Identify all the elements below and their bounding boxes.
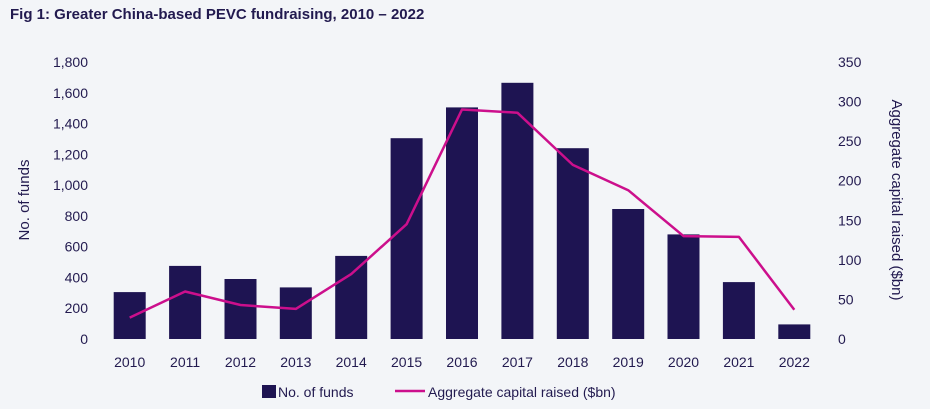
legend-label-funds: No. of funds (278, 384, 354, 400)
x-tick-label: 2011 (170, 354, 200, 370)
y2-tick-label: 50 (838, 291, 854, 307)
legend-swatch-funds (262, 385, 276, 398)
x-tick-label: 2018 (557, 354, 588, 370)
bar-2013 (279, 287, 312, 339)
y2-tick-label: 100 (838, 252, 862, 268)
x-tick-label: 2015 (391, 354, 422, 370)
chart-title: Fig 1: Greater China-based PEVC fundrais… (10, 6, 425, 23)
x-tick-label: 2013 (280, 354, 311, 370)
y-tick-label: 800 (65, 208, 89, 224)
legend-label-capital: Aggregate capital raised ($bn) (428, 384, 616, 400)
y-tick-label: 600 (65, 239, 89, 255)
y2-tick-label: 150 (838, 212, 862, 228)
x-tick-label: 2019 (613, 354, 644, 370)
bar-2021 (722, 282, 755, 339)
bar-2010 (113, 292, 146, 339)
y-tick-label: 1,800 (53, 54, 88, 70)
y-tick-label: 400 (65, 269, 89, 285)
bar-2019 (612, 209, 645, 339)
y-tick-label: 200 (65, 300, 89, 316)
bar-2022 (778, 324, 811, 339)
x-tick-label: 2021 (723, 354, 754, 370)
bar-2016 (446, 107, 478, 340)
y2-tick-label: 0 (838, 331, 846, 347)
bar-2012 (224, 279, 257, 339)
x-tick-label: 2010 (114, 354, 145, 370)
y2-tick-label: 300 (838, 94, 862, 110)
x-tick-label: 2016 (446, 354, 477, 370)
bar-2020 (667, 234, 700, 339)
y2-tick-label: 250 (838, 133, 862, 149)
y-tick-label: 1,400 (53, 116, 88, 132)
y-tick-label: 1,000 (53, 177, 88, 193)
y-tick-label: 1,200 (53, 146, 88, 162)
bar-2011 (169, 265, 202, 339)
y-tick-label: 1,600 (53, 85, 88, 101)
y2-tick-label: 350 (838, 54, 862, 70)
bar-2017 (501, 82, 534, 340)
y-axis-title: No. of funds (16, 160, 33, 241)
x-tick-label: 2022 (779, 354, 810, 370)
bar-2014 (335, 255, 368, 339)
x-tick-label: 2014 (336, 354, 367, 370)
bar-2018 (556, 148, 589, 339)
y-tick-label: 0 (80, 331, 88, 347)
x-tick-label: 2020 (668, 354, 699, 370)
x-tick-label: 2017 (502, 354, 533, 370)
x-tick-label: 2012 (225, 354, 256, 370)
bar-2015 (390, 138, 423, 339)
y2-axis-title: Aggregate capital raised ($bn) (888, 100, 905, 301)
legend: No. of funds Aggregate capital raised ($… (262, 384, 616, 400)
y2-tick-label: 200 (838, 173, 862, 189)
